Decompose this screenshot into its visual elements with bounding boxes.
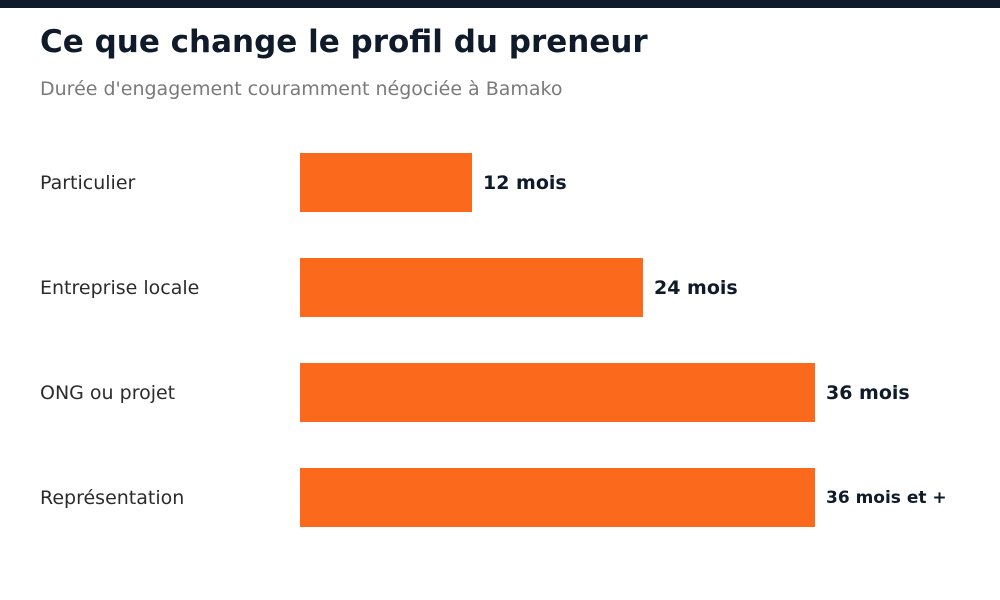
- top-accent-bar: [0, 0, 1000, 8]
- category-label: ONG ou projet: [40, 381, 176, 404]
- value-label: 36 mois: [826, 381, 910, 404]
- bar: [300, 363, 815, 422]
- bar: [300, 468, 815, 527]
- chart-title: Ce que change le profil du preneur: [40, 24, 648, 60]
- value-label: 24 mois: [654, 276, 738, 299]
- category-label: Particulier: [40, 171, 136, 194]
- category-label: Représentation: [40, 486, 185, 509]
- bar: [300, 258, 643, 317]
- chart-subtitle: Durée d'engagement couramment négociée à…: [40, 78, 563, 100]
- value-label: 12 mois: [483, 171, 567, 194]
- bar: [300, 153, 472, 212]
- value-label: 36 mois et +: [826, 487, 947, 508]
- category-label: Entreprise locale: [40, 276, 200, 299]
